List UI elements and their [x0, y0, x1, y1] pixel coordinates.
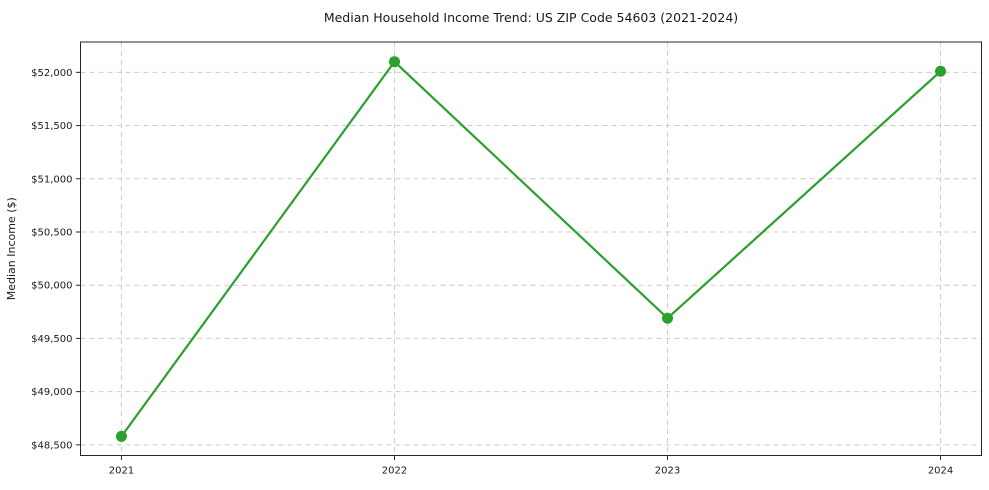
- y-tick-label: $50,000: [31, 281, 72, 292]
- y-tick-label: $51,000: [31, 174, 72, 185]
- y-tick-label: $51,500: [31, 121, 72, 132]
- y-axis-label: Median Income ($): [5, 197, 18, 300]
- y-tick-label: $49,000: [31, 387, 72, 398]
- y-tick-label: $48,500: [31, 440, 72, 451]
- data-point-marker: [935, 65, 947, 77]
- x-tick-label: 2022: [382, 466, 407, 477]
- chart-title: Median Household Income Trend: US ZIP Co…: [324, 10, 738, 25]
- y-tick-label: $52,000: [31, 68, 72, 79]
- data-point-marker: [115, 430, 127, 442]
- income-line-series: [115, 56, 947, 442]
- trend-line: [120, 60, 942, 438]
- axes: [76, 41, 982, 460]
- x-tick-label: 2021: [109, 466, 134, 477]
- gridlines: [80, 42, 982, 456]
- data-point-marker: [662, 312, 674, 324]
- data-point-marker: [388, 56, 400, 68]
- tick-labels: $48,500 $49,000 $49,500 $50,000 $50,500 $51,0…: [31, 68, 953, 477]
- y-tick-label: $50,500: [31, 227, 72, 238]
- x-tick-label: 2024: [928, 466, 953, 477]
- y-tick-label: $49,500: [31, 334, 72, 345]
- plot-border: [80, 41, 982, 456]
- x-tick-label: 2023: [655, 466, 680, 477]
